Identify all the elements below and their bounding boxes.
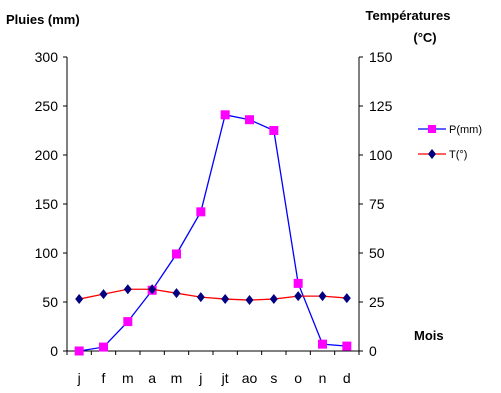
- right-tick-label: 0: [369, 343, 377, 359]
- data-point-square: [269, 126, 279, 135]
- x-axis-title: Mois: [414, 328, 444, 343]
- data-point-diamond: [148, 284, 157, 295]
- data-point-square: [342, 341, 352, 351]
- data-point-diamond: [318, 291, 327, 302]
- data-point-square: [245, 115, 254, 125]
- right-tick-label: 25: [369, 294, 385, 310]
- x-tick-label: ao: [242, 370, 258, 386]
- data-point-diamond: [269, 294, 278, 305]
- x-tick-label: a: [148, 370, 156, 386]
- left-tick-label: 150: [35, 196, 59, 212]
- data-point-diamond: [172, 288, 181, 299]
- data-point-diamond: [294, 291, 303, 302]
- data-point-diamond: [342, 293, 351, 304]
- legend-marker-square: [428, 125, 436, 133]
- data-point-square: [74, 346, 84, 356]
- x-tick-label: o: [294, 370, 302, 386]
- left-tick-label: 50: [42, 294, 58, 310]
- right-tick-label: 150: [369, 49, 393, 65]
- left-tick-label: 300: [35, 49, 59, 65]
- x-tick-label: n: [319, 370, 327, 386]
- right-tick-label: 50: [369, 245, 385, 261]
- right-tick-label: 100: [369, 147, 393, 163]
- x-tick-label: j: [198, 370, 202, 386]
- left-tick-label: 100: [35, 245, 59, 261]
- x-tick-label: j: [77, 370, 81, 386]
- x-tick-label: m: [122, 370, 134, 386]
- left-tick-label: 200: [35, 147, 59, 163]
- legend-marker-diamond: [428, 149, 436, 159]
- x-tick-label: f: [102, 370, 106, 386]
- left-tick-label: 250: [35, 98, 59, 114]
- data-point-square: [123, 317, 133, 327]
- series-layer: [74, 110, 352, 356]
- x-tick-label: jt: [221, 370, 229, 386]
- left-tick-label: 0: [50, 343, 58, 359]
- legend: P(mm) T(°): [418, 124, 482, 161]
- data-point-diamond: [123, 284, 132, 295]
- series-line: [79, 288, 347, 301]
- right-tick-label: 125: [369, 98, 393, 114]
- right-axis-title-line2: (°C): [413, 30, 436, 45]
- data-point-square: [293, 278, 303, 288]
- data-point-square: [172, 249, 181, 259]
- data-point-diamond: [245, 295, 254, 306]
- data-point-diamond: [196, 292, 205, 303]
- data-point-diamond: [221, 294, 230, 305]
- data-point-square: [220, 110, 230, 120]
- right-tick-label: 75: [369, 196, 385, 212]
- x-tick-label: s: [270, 370, 277, 386]
- data-point-diamond: [99, 289, 108, 300]
- legend-label: T(°): [449, 149, 467, 161]
- x-tick-label: d: [343, 370, 351, 386]
- series-line: [79, 114, 347, 352]
- x-tick-label: m: [171, 370, 183, 386]
- right-axis-title-line1: Températures: [365, 8, 450, 23]
- data-point-square: [318, 339, 327, 349]
- data-point-square: [99, 342, 108, 352]
- data-point-diamond: [75, 294, 84, 305]
- legend-label: P(mm): [449, 124, 482, 136]
- data-point-square: [196, 207, 206, 217]
- left-axis-title: Pluies (mm): [6, 12, 80, 27]
